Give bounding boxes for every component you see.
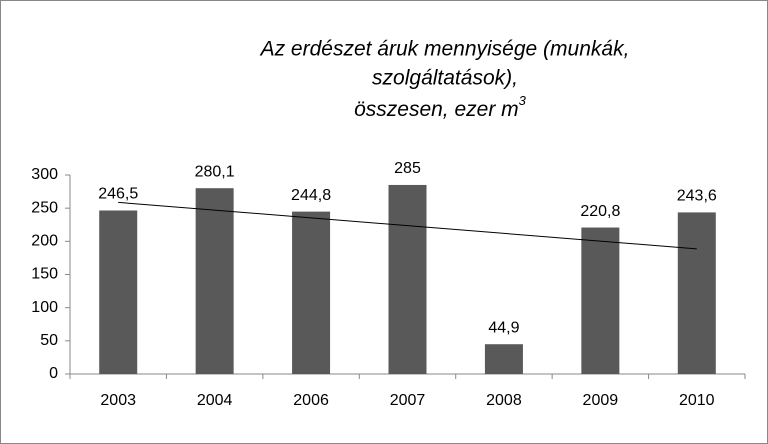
data-label: 243,6 [677,188,717,205]
x-tick-label: 2006 [293,392,329,409]
x-tick-label: 2010 [679,392,715,409]
bar [581,227,620,374]
trendline [118,201,697,250]
x-tick-label: 2007 [390,392,426,409]
bar [677,212,716,374]
bar [99,210,138,374]
y-tick-label: 50 [40,332,58,349]
data-label: 244,8 [291,187,331,204]
x-tick-label: 2004 [197,392,233,409]
y-tick-label: 0 [49,365,58,382]
bar [484,344,523,374]
chart-title: szolgáltatások), [372,67,518,90]
bar [195,188,234,374]
chart-title-superscript: 3 [519,93,527,108]
chart-title: összesen, ezer m [354,98,519,121]
bar [292,211,331,374]
x-tick-label: 2003 [100,392,136,409]
data-label: 285 [394,160,421,177]
y-tick-label: 300 [31,166,58,183]
y-tick-label: 100 [31,299,58,316]
x-tick-label: 2008 [486,392,522,409]
y-tick-label: 250 [31,199,58,216]
chart-title: Az erdészet áruk mennyisége (munkák, [259,38,630,61]
data-label: 246,5 [98,186,138,203]
y-tick-label: 200 [31,233,58,250]
x-tick-label: 2009 [583,392,619,409]
data-label: 280,1 [195,163,235,180]
chart-title: összesen, ezer m3 [354,93,527,120]
y-tick-label: 150 [31,266,58,283]
bar [388,184,427,374]
data-label: 220,8 [580,203,620,220]
data-label: 44,9 [488,319,519,336]
